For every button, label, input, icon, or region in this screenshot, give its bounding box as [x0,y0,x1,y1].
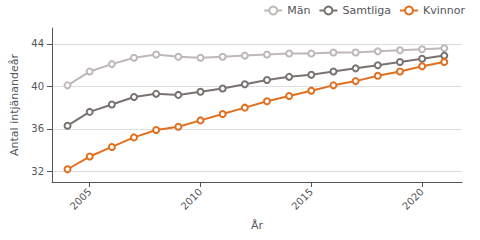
svg-text:År: År [251,219,264,232]
svg-text:2010: 2010 [179,186,205,212]
svg-text:Kvinnor: Kvinnor [423,4,465,17]
svg-text:40: 40 [31,81,44,92]
svg-text:32: 32 [31,166,44,177]
svg-text:Män: Män [287,4,310,17]
svg-text:2020: 2020 [400,186,426,212]
svg-text:2005: 2005 [68,186,94,212]
svg-text:Samtliga: Samtliga [342,4,391,17]
svg-text:2015: 2015 [289,186,315,212]
svg-text:36: 36 [31,123,44,134]
svg-text:Antal intjänandeår: Antal intjänandeår [8,54,21,156]
svg-text:44: 44 [31,38,44,49]
